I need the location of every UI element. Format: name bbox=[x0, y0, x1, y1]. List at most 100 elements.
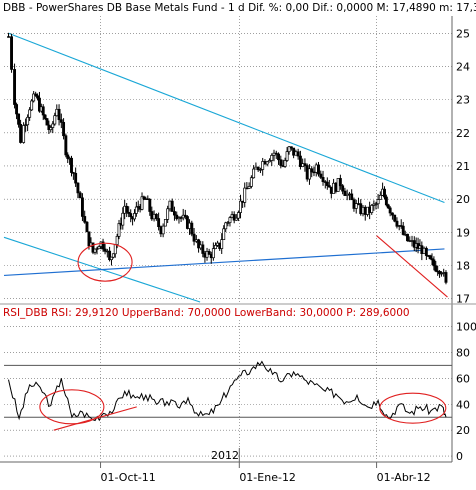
price-candle bbox=[378, 191, 382, 200]
price-candle bbox=[211, 242, 215, 261]
candle-body bbox=[378, 194, 382, 200]
candle-body bbox=[261, 161, 265, 170]
price-candle bbox=[192, 227, 196, 246]
candle-body bbox=[294, 151, 298, 156]
rsi-bands bbox=[4, 364, 452, 418]
candle-body bbox=[336, 178, 340, 192]
candle-body bbox=[71, 172, 75, 174]
candle-body bbox=[308, 168, 311, 180]
candle-body bbox=[312, 171, 316, 174]
candle-body bbox=[314, 164, 318, 173]
price-candle bbox=[343, 187, 347, 196]
candle-body bbox=[134, 206, 138, 214]
candle-body bbox=[444, 272, 448, 283]
candle-body bbox=[41, 106, 45, 116]
price-candle bbox=[127, 206, 131, 218]
candle-body bbox=[51, 123, 55, 128]
candle-body bbox=[434, 265, 438, 272]
candle-body bbox=[325, 181, 329, 186]
candle-body bbox=[438, 271, 442, 275]
candle-body bbox=[252, 168, 256, 179]
candle-body bbox=[352, 199, 356, 209]
price-candle bbox=[444, 270, 448, 285]
candle-body bbox=[24, 124, 28, 126]
price-candle bbox=[305, 163, 309, 182]
candle-body bbox=[26, 116, 30, 126]
rsi-panel: RSI_DBB RSI: 29,9120 UpperBand: 70,0000 … bbox=[3, 307, 476, 463]
price-y-tick-label: 20 bbox=[456, 193, 470, 206]
candle-body bbox=[148, 198, 152, 212]
candle-body bbox=[254, 166, 258, 170]
candle-body bbox=[110, 256, 113, 261]
candle-body bbox=[95, 248, 99, 250]
x-tick-label: 01-Ene-12 bbox=[239, 471, 296, 484]
price-candle bbox=[296, 148, 300, 160]
price-candle bbox=[401, 221, 405, 236]
price-candle bbox=[287, 146, 291, 155]
candle-body bbox=[256, 166, 260, 171]
price-candle bbox=[140, 192, 144, 211]
price-candle bbox=[76, 182, 80, 199]
price-candle bbox=[53, 112, 57, 126]
price-candle bbox=[258, 167, 262, 174]
candle-body bbox=[321, 177, 325, 183]
price-candle bbox=[207, 248, 211, 255]
price-candle bbox=[45, 117, 49, 126]
price-candle bbox=[64, 133, 68, 158]
candle-body bbox=[103, 248, 107, 252]
candle-body bbox=[140, 196, 144, 210]
price-candle bbox=[59, 113, 63, 129]
candle-body bbox=[62, 122, 66, 137]
price-candle bbox=[148, 198, 152, 216]
price-candle bbox=[428, 254, 432, 260]
candle-body bbox=[263, 161, 267, 165]
price-candle bbox=[26, 114, 30, 132]
candle-body bbox=[76, 182, 80, 194]
candle-body bbox=[296, 151, 300, 157]
rsi-grid bbox=[4, 320, 452, 460]
price-candle bbox=[430, 253, 434, 266]
candle-body bbox=[142, 196, 146, 200]
candle-body bbox=[49, 127, 53, 131]
candle-body bbox=[354, 203, 358, 209]
price-candle bbox=[268, 158, 271, 163]
candle-body bbox=[317, 164, 320, 175]
price-y-axis: 17 18 19 20 21 22 23 24 25 bbox=[451, 16, 470, 462]
candle-body bbox=[403, 233, 407, 236]
candle-body bbox=[393, 214, 397, 222]
price-candle bbox=[234, 214, 238, 221]
candle-body bbox=[19, 123, 23, 143]
candle-body bbox=[170, 200, 174, 212]
candle-body bbox=[220, 239, 224, 249]
candle-body bbox=[439, 272, 443, 275]
candle-body bbox=[345, 193, 349, 196]
candle-body bbox=[406, 233, 409, 242]
price-candle bbox=[74, 167, 78, 187]
price-candle bbox=[239, 194, 242, 219]
candle-body bbox=[129, 213, 133, 218]
rsi-annotations bbox=[39, 389, 447, 431]
candle-body bbox=[168, 200, 172, 210]
price-candle bbox=[91, 242, 95, 255]
candle-body bbox=[361, 206, 365, 215]
candle-body bbox=[15, 104, 19, 115]
candle-body bbox=[22, 125, 26, 143]
price-candle bbox=[384, 194, 388, 207]
price-candle bbox=[24, 118, 28, 132]
price-candle bbox=[201, 241, 205, 258]
year-label: 2012 bbox=[211, 449, 239, 462]
candle-body bbox=[173, 211, 176, 216]
candle-body bbox=[201, 244, 205, 254]
price-y-tick-label: 21 bbox=[456, 160, 470, 173]
candle-body bbox=[80, 197, 84, 217]
price-candle bbox=[247, 182, 251, 189]
candle-body bbox=[154, 213, 158, 219]
candle-body bbox=[401, 225, 405, 235]
rsi-title: RSI_DBB RSI: 29,9120 UpperBand: 70,0000 … bbox=[3, 307, 410, 319]
price-candle bbox=[434, 260, 438, 273]
price-candle bbox=[243, 182, 247, 208]
candle-body bbox=[117, 223, 121, 237]
candle-body bbox=[303, 163, 307, 166]
candle-body bbox=[301, 163, 305, 167]
